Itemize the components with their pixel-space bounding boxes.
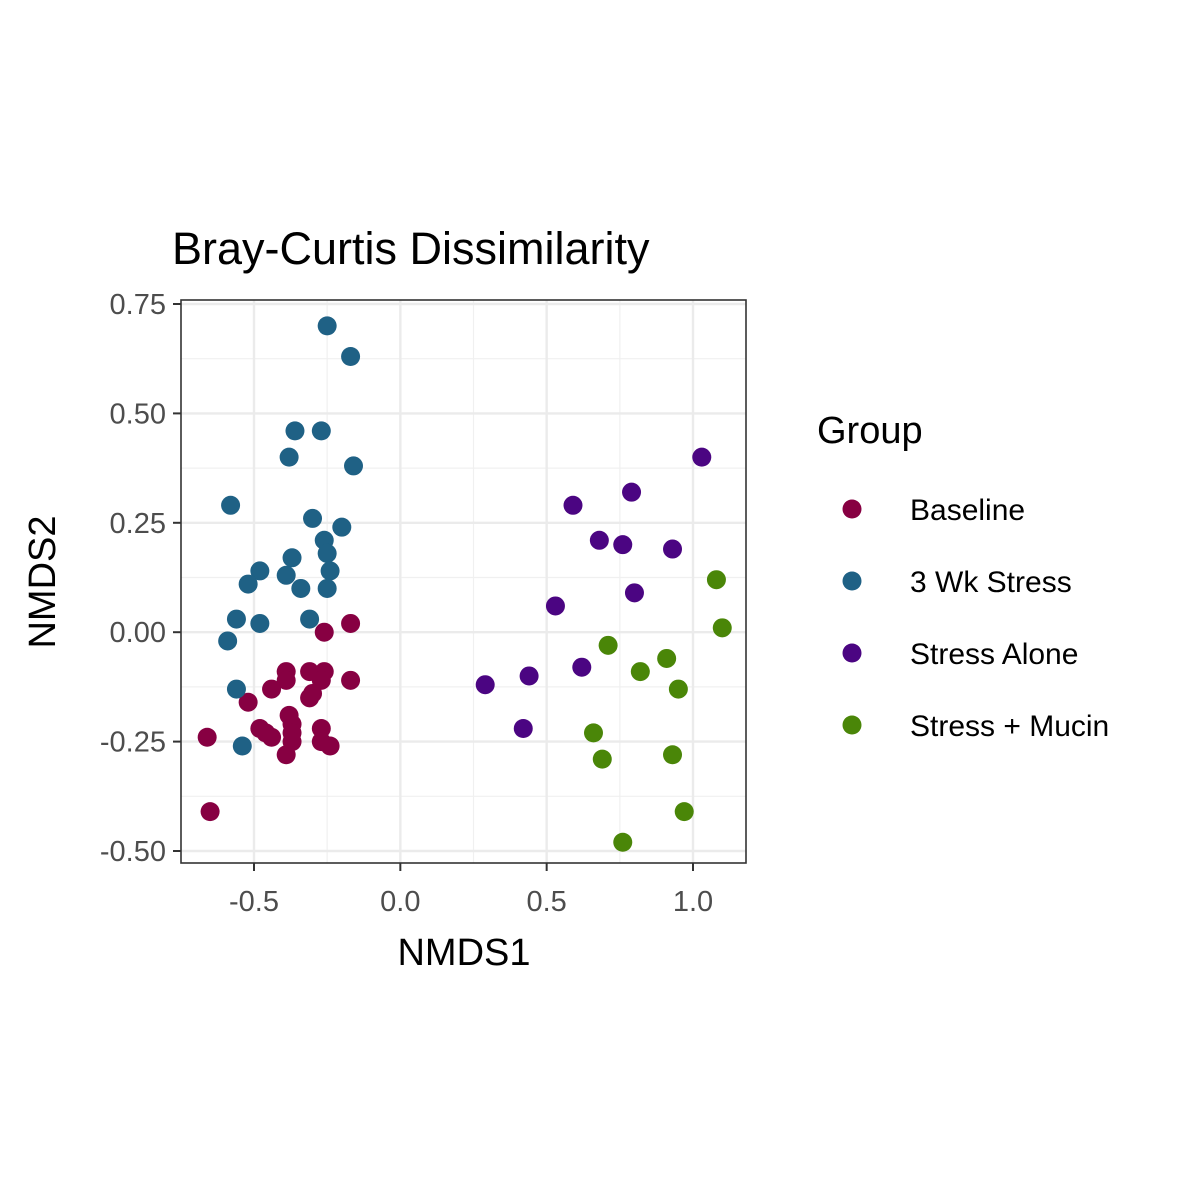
data-point: [513, 718, 533, 738]
data-point: [226, 679, 246, 699]
data-point: [613, 832, 633, 852]
data-point: [221, 495, 241, 515]
data-point: [276, 745, 296, 765]
x-tick-label: 0.0: [380, 886, 420, 918]
legend-item: Stress + Mucin: [842, 710, 1109, 743]
y-tick-label: 0.50: [110, 398, 166, 430]
data-point: [300, 688, 320, 708]
x-tick-label: 1.0: [673, 886, 713, 918]
data-point: [276, 670, 296, 690]
data-point: [712, 618, 732, 638]
data-point: [279, 447, 299, 467]
data-point: [663, 745, 683, 765]
data-point: [317, 543, 337, 563]
data-point: [314, 622, 334, 642]
series-3-wk-stress: [218, 316, 364, 756]
data-point: [583, 723, 603, 743]
x-tick-label: -0.5: [229, 886, 279, 918]
data-point: [226, 609, 246, 629]
data-point: [317, 316, 337, 336]
data-point: [291, 578, 311, 598]
data-point: [238, 574, 258, 594]
data-point: [692, 447, 712, 467]
data-point: [572, 657, 592, 677]
data-point: [341, 347, 361, 367]
y-tick-label: 0.25: [110, 508, 166, 540]
data-point: [332, 517, 352, 537]
legend-key: [842, 643, 862, 663]
legend: Group Baseline 3 Wk Stress Stress Alone Str…: [817, 410, 1109, 743]
data-point: [200, 802, 220, 822]
chart-title: Bray-Curtis Dissimilarity: [172, 223, 650, 274]
data-point: [598, 635, 618, 655]
data-point: [262, 727, 282, 747]
data-point: [668, 679, 688, 699]
data-point: [282, 548, 302, 568]
legend-label: Stress Alone: [910, 638, 1078, 671]
data-point: [250, 561, 270, 581]
legend-label: 3 Wk Stress: [910, 566, 1072, 599]
data-point: [303, 508, 323, 528]
data-point: [630, 662, 650, 682]
y-tick-label: -0.25: [100, 727, 166, 759]
legend-label: Stress + Mucin: [910, 710, 1109, 743]
data-point: [663, 539, 683, 559]
data-point: [262, 679, 282, 699]
data-point: [341, 613, 361, 633]
y-tick-label: 0.75: [110, 289, 166, 321]
data-point: [624, 583, 644, 603]
data-point: [519, 666, 539, 686]
data-point: [311, 718, 331, 738]
legend-key: [842, 715, 862, 735]
data-point: [238, 692, 258, 712]
data-point: [344, 456, 364, 476]
data-point: [563, 495, 583, 515]
data-point: [674, 802, 694, 822]
data-point: [276, 565, 296, 585]
data-point: [285, 421, 305, 441]
data-point: [706, 570, 726, 590]
data-point: [317, 578, 337, 598]
data-point: [320, 561, 340, 581]
y-tick-label: 0.00: [110, 617, 166, 649]
data-point: [589, 530, 609, 550]
data-point: [320, 736, 340, 756]
data-point: [311, 421, 331, 441]
data-point: [341, 670, 361, 690]
data-point: [475, 675, 495, 695]
data-point: [300, 609, 320, 629]
data-point: [250, 613, 270, 633]
plot-border: [180, 299, 747, 864]
series-stress-mucin: [583, 570, 732, 852]
series-baseline: [197, 613, 361, 822]
legend-label: Baseline: [910, 494, 1025, 527]
data-point: [613, 535, 633, 555]
data-point: [592, 749, 612, 769]
x-axis-title: NMDS1: [397, 932, 530, 974]
plot-background: [181, 300, 746, 863]
legend-item: 3 Wk Stress: [842, 566, 1072, 599]
plot-area: -0.5 0.0 0.5 1.0 0.75 0.50 0.25 0.00 -0.25 -0.50: [100, 289, 747, 918]
data-point: [232, 736, 252, 756]
data-point: [657, 648, 677, 668]
data-point: [545, 596, 565, 616]
data-point: [622, 482, 642, 502]
data-point: [218, 631, 238, 651]
legend-item: Baseline: [842, 494, 1025, 527]
data-point: [197, 727, 217, 747]
series-stress-alone: [475, 447, 712, 738]
legend-key: [842, 499, 862, 519]
legend-title: Group: [817, 410, 923, 452]
y-tick-label: -0.50: [100, 836, 166, 868]
legend-key: [842, 571, 862, 591]
legend-item: Stress Alone: [842, 638, 1078, 671]
y-axis-title: NMDS2: [22, 515, 64, 648]
x-tick-label: 0.5: [527, 886, 567, 918]
